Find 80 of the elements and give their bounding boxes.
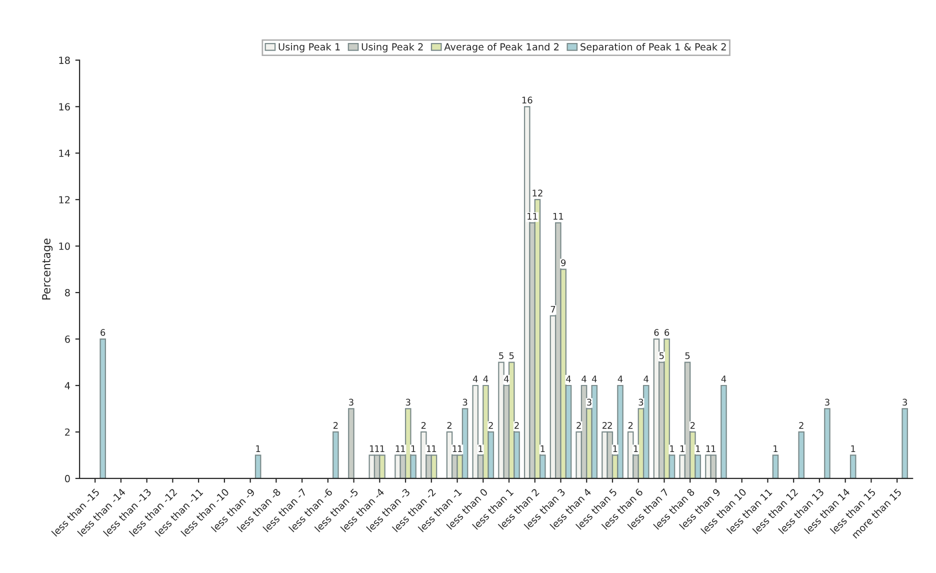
data-label: 3 [406, 398, 410, 406]
data-label: 1 [370, 445, 374, 452]
data-label: 16 [522, 96, 532, 104]
y-tick-label: 16 [59, 103, 70, 110]
data-label: 1 [375, 445, 380, 452]
y-axis-title: Percentage [42, 238, 53, 300]
data-label: 2 [576, 422, 581, 429]
data-label: 1 [670, 445, 674, 452]
data-label: 1 [396, 445, 400, 452]
data-label: 4 [566, 376, 571, 382]
data-label: 6 [664, 329, 670, 336]
legend-label: Using Peak 1 [278, 42, 340, 52]
data-label: 1 [452, 445, 457, 452]
data-label: 5 [685, 352, 690, 360]
data-label: 1 [411, 445, 416, 452]
data-label: 1 [706, 445, 710, 452]
y-tick-label: 2 [65, 428, 70, 436]
data-label: 2 [608, 422, 612, 429]
data-label: 2 [333, 422, 338, 429]
legend-label: Separation of Peak 1 & Peak 2 [580, 42, 726, 52]
data-label: 2 [488, 422, 493, 429]
data-label: 2 [602, 422, 607, 429]
y-tick-label: 10 [59, 242, 70, 250]
legend-label: Average of Peak 1and 2 [444, 42, 559, 52]
data-label: 4 [644, 376, 648, 382]
data-label: 7 [550, 306, 556, 313]
data-label: 1 [774, 445, 778, 452]
y-tick-label: 4 [64, 382, 70, 390]
data-label: 12 [532, 190, 542, 196]
data-label: 6 [100, 329, 106, 336]
y-tick-label: 0 [64, 474, 70, 482]
data-label: 1 [851, 445, 856, 452]
y-tick-label: 6 [65, 336, 70, 343]
data-label: 1 [256, 445, 260, 452]
data-label: 2 [514, 422, 519, 429]
data-label: 2 [799, 422, 804, 429]
data-label: 2 [628, 422, 633, 429]
data-label: 1 [426, 445, 431, 452]
data-label: 1 [380, 445, 384, 452]
legend-label: Using Peak 2 [362, 42, 423, 52]
data-label: 1 [401, 445, 405, 452]
y-tick-label: 14 [59, 150, 70, 157]
data-label: 1 [478, 445, 483, 452]
data-label: 4 [504, 376, 509, 382]
data-label: 5 [659, 352, 664, 360]
data-label: 4 [721, 376, 726, 382]
data-label: 1 [696, 445, 700, 452]
data-label: 11 [528, 212, 538, 220]
data-label: 3 [462, 398, 468, 406]
data-label: 5 [499, 352, 504, 360]
data-label: 4 [483, 376, 488, 382]
bar [348, 408, 354, 478]
data-label: 4 [472, 376, 478, 382]
y-tick-label: 12 [59, 196, 70, 204]
data-label: 2 [447, 422, 452, 429]
data-label: 3 [902, 398, 907, 406]
data-label: 1 [634, 445, 638, 452]
data-label: 2 [421, 422, 426, 429]
data-label: 3 [825, 398, 830, 406]
data-label: 1 [432, 445, 436, 452]
data-label: 11 [553, 212, 564, 220]
data-label: 4 [618, 376, 623, 382]
bar [824, 408, 830, 478]
data-label: 3 [587, 398, 592, 406]
data-label: 1 [458, 445, 462, 452]
data-label: 4 [582, 376, 586, 382]
data-label: 1 [712, 445, 716, 452]
bar [902, 408, 908, 478]
data-label: 2 [690, 422, 695, 429]
data-label: 9 [561, 259, 566, 266]
data-label: 3 [349, 398, 354, 406]
data-label: 5 [509, 352, 514, 360]
y-tick-label: 18 [59, 56, 70, 64]
data-label: 1 [540, 445, 545, 452]
data-label: 3 [638, 398, 644, 406]
data-label: 4 [592, 376, 597, 382]
data-label: 1 [680, 445, 684, 452]
y-tick-label: 8 [65, 289, 70, 296]
data-label: 1 [613, 445, 618, 452]
data-label: 6 [654, 329, 659, 336]
